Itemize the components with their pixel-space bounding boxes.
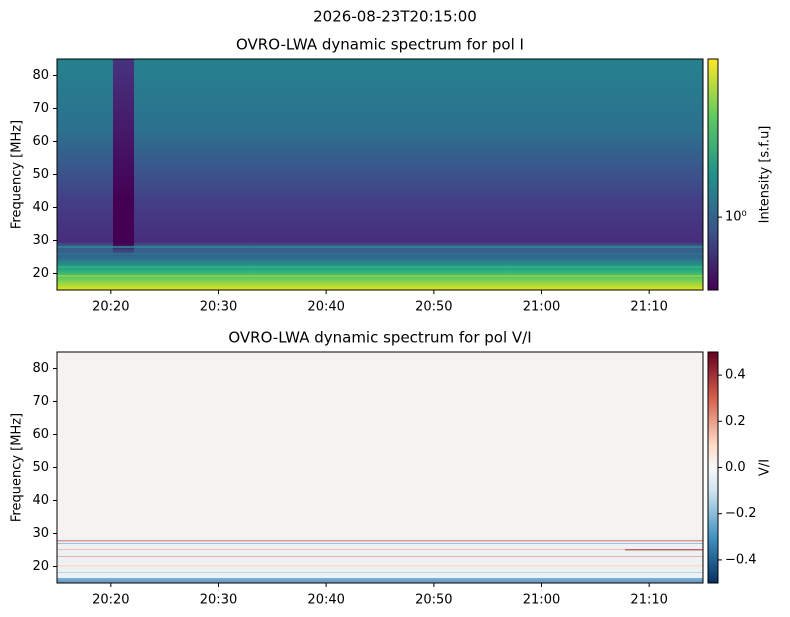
y-tick-label: 60 [32,134,49,149]
x-tick-label: 20:50 [415,300,452,315]
y-tick-label: 40 [32,200,49,215]
y-tick-label: 80 [32,68,49,83]
x-tick-label: 21:00 [523,593,560,608]
spectrum-image [57,59,703,290]
y-axis-label: Frequency [MHz] [10,413,25,522]
x-tick-label: 20:30 [200,300,237,315]
colorbar-tick-label: −0.2 [725,506,757,521]
y-axis-label: Frequency [MHz] [10,120,25,229]
y-tick-label: 80 [32,361,49,376]
x-tick-label: 20:40 [307,300,344,315]
y-tick-label: 30 [32,233,49,248]
y-tick-label: 70 [32,101,49,116]
y-tick-label: 40 [32,493,49,508]
y-tick-label: 50 [32,167,49,182]
y-tick-label: 20 [32,559,49,574]
colorbar [707,351,719,584]
y-tick-label: 20 [32,266,49,281]
colorbar-label: V/I [758,459,773,476]
colorbar-label: Intensity [s.f.u] [758,126,773,224]
y-tick-label: 70 [32,394,49,409]
x-tick-label: 20:40 [307,593,344,608]
x-tick-label: 21:10 [630,300,667,315]
colorbar-tick-label: −0.4 [725,552,757,567]
panel-title: OVRO-LWA dynamic spectrum for pol V/I [228,329,531,347]
colorbar-tick-label: 10⁰ [725,210,747,225]
y-tick-label: 60 [32,427,49,442]
colorbar-tick-label: 0.4 [725,368,746,383]
x-tick-label: 20:20 [92,300,129,315]
y-tick-label: 30 [32,526,49,541]
x-tick-label: 21:00 [523,300,560,315]
spectrum-image [57,352,703,583]
x-tick-label: 21:10 [630,593,667,608]
x-tick-label: 20:30 [200,593,237,608]
colorbar-tick-label: 0.0 [725,460,746,475]
panel-title: OVRO-LWA dynamic spectrum for pol I [236,36,524,54]
colorbar [707,58,719,291]
figure-title: 2026-08-23T20:15:00 [313,8,477,26]
colorbar-tick-label: 0.2 [725,414,746,429]
y-tick-label: 50 [32,460,49,475]
x-tick-label: 20:20 [92,593,129,608]
x-tick-label: 20:50 [415,593,452,608]
